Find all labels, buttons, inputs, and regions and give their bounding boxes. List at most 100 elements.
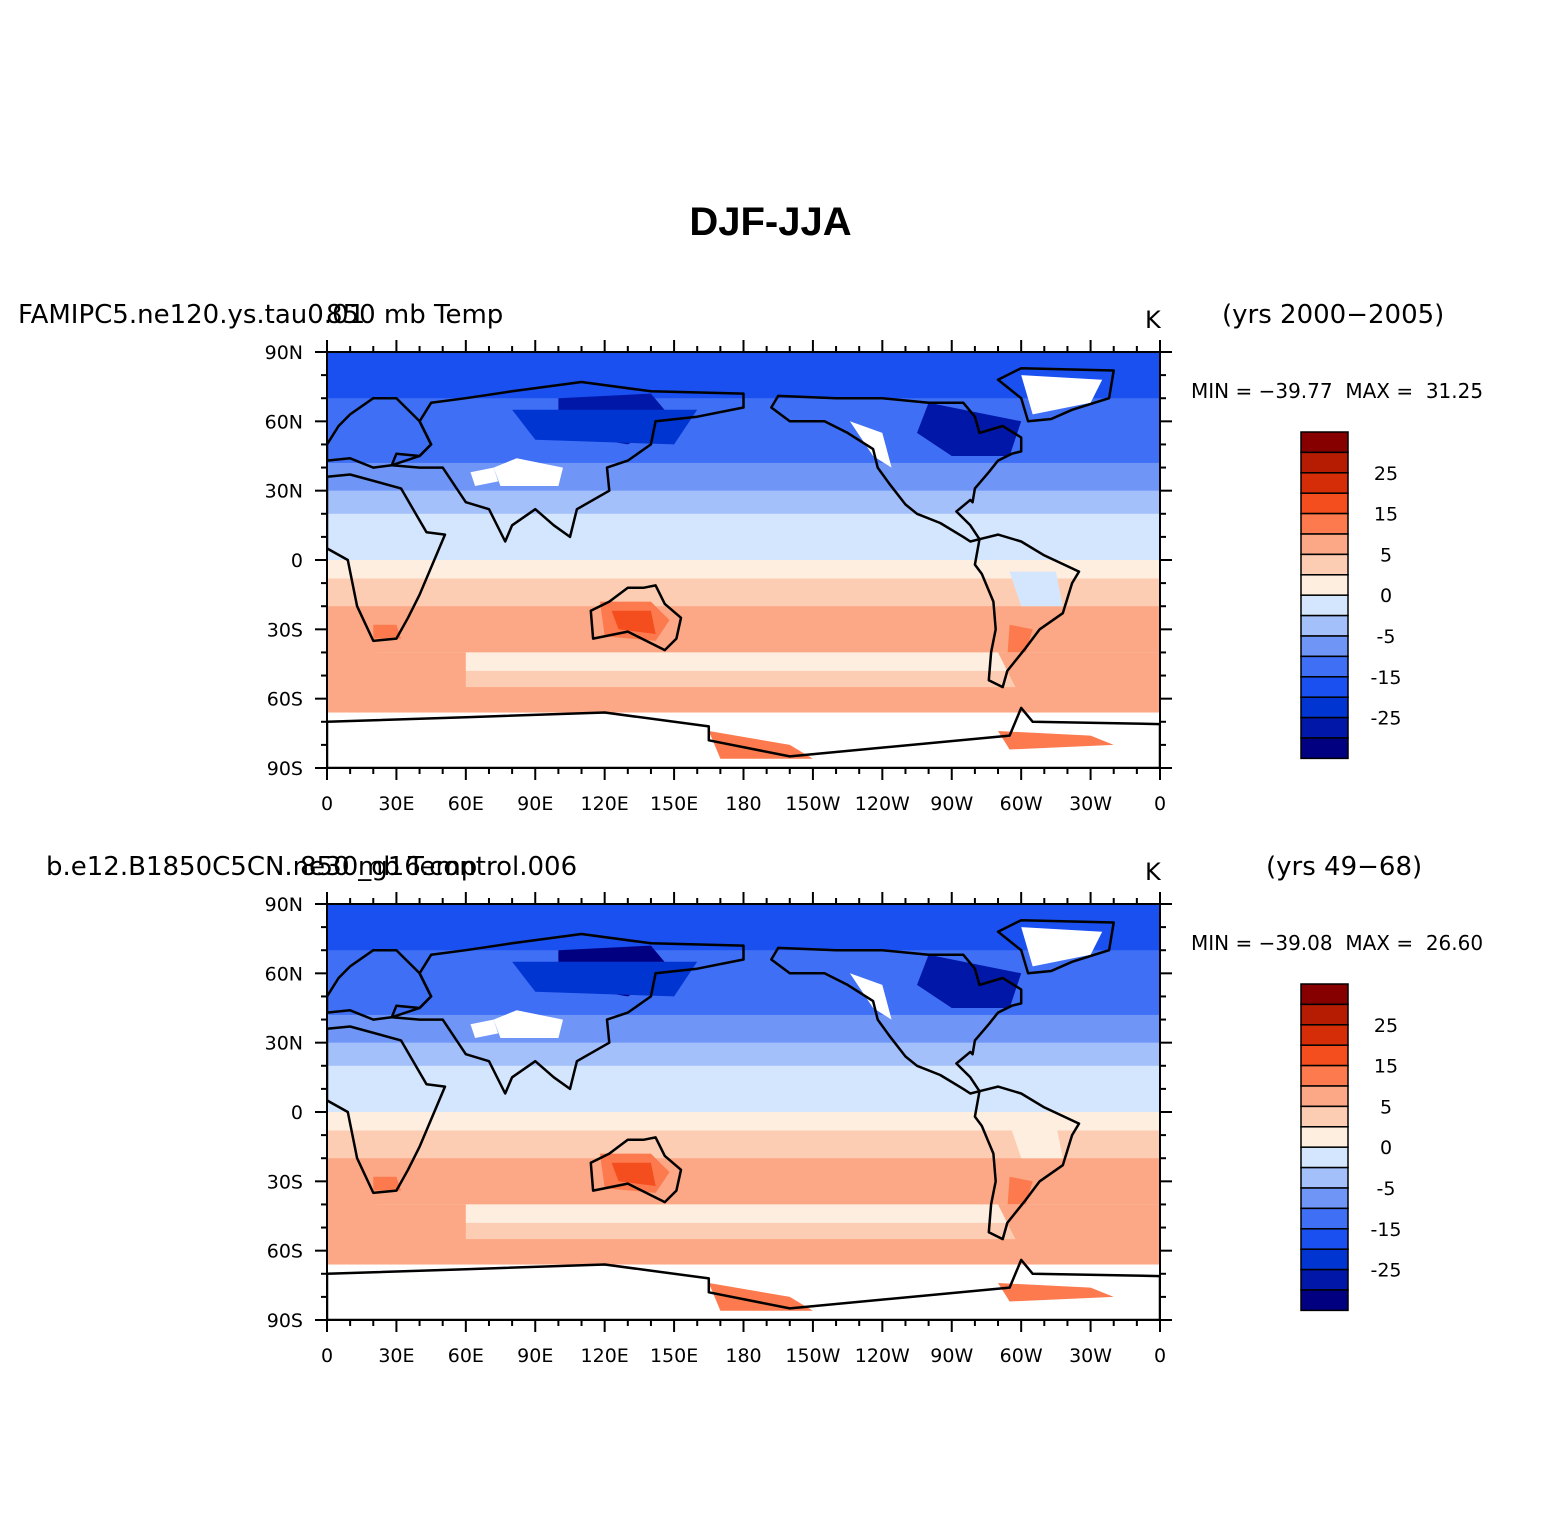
colorbar-box <box>1300 1024 1349 1046</box>
lon-tick-label: 60W <box>1000 793 1043 815</box>
temperature-patch <box>998 1204 1160 1251</box>
lat-tick-label: 0 <box>291 1102 303 1124</box>
colorbar-label: -25 <box>1370 708 1401 730</box>
colorbar-label: 0 <box>1380 1137 1392 1159</box>
lat-tick-label: 30S <box>267 619 303 641</box>
lon-tick-label: 150W <box>785 1345 840 1367</box>
colorbar-box <box>1300 533 1349 556</box>
min-label: MIN = <box>1191 931 1259 955</box>
coastline-namerica <box>770 946 1023 1095</box>
coastline-samerica <box>973 533 1081 689</box>
colorbar-label: -5 <box>1377 626 1396 648</box>
colorbar-box <box>1300 431 1349 454</box>
lon-tick-label: 60E <box>448 793 484 815</box>
max-label: MAX = <box>1345 931 1420 955</box>
temperature-band <box>327 1065 1160 1090</box>
temperature-patch <box>611 610 656 634</box>
coastline-africa <box>327 1025 447 1195</box>
colorbar-box <box>1300 1187 1349 1210</box>
temperature-band <box>327 984 1160 1016</box>
colorbar-label: 25 <box>1374 463 1398 485</box>
temperature-band <box>327 560 1160 579</box>
temperature-patch <box>998 652 1160 699</box>
colorbar-box <box>1300 594 1349 617</box>
figure-title: DJF-JJA <box>689 200 852 244</box>
colorbar-box <box>1300 983 1349 1006</box>
lon-tick-label: 0 <box>1154 793 1166 815</box>
colorbar-box <box>1300 1105 1349 1128</box>
min-label: MIN = <box>1191 379 1259 403</box>
colorbar-box <box>1300 1064 1349 1087</box>
temperature-patch <box>373 624 401 639</box>
colorbar-box <box>1300 1003 1349 1026</box>
temperature-patch <box>917 954 1022 1008</box>
temperature-band <box>327 904 1160 923</box>
lon-tick-label: 120W <box>855 1345 910 1367</box>
min-max-readout: MIN = −39.77 MAX = 31.25 <box>1191 379 1483 403</box>
lon-tick-label: 0 <box>321 793 333 815</box>
lon-tick-label: 90W <box>930 1345 973 1367</box>
lon-tick-label: 150E <box>650 1345 698 1367</box>
coastline-australia <box>589 584 683 652</box>
field-name: 850 mb Temp <box>300 852 478 882</box>
map-plot: 90N 60N 30N 0 30S 60S 90S 0 30E 60E 90E 120E 150E 180… <box>265 892 1172 1367</box>
lon-tick-label: 90E <box>517 793 553 815</box>
lon-tick-label: 180 <box>725 1345 761 1367</box>
colorbar-label: -15 <box>1370 667 1401 689</box>
lon-tick-label: 120E <box>581 1345 629 1367</box>
lat-tick-label: 90N <box>265 894 303 916</box>
colorbar-box <box>1300 1207 1349 1230</box>
ticks <box>315 892 1172 1332</box>
lon-tick-label: 60E <box>448 1345 484 1367</box>
colorbar-box <box>1300 716 1349 739</box>
colorbar: 25 15 5 0 -5 -15 -25 <box>1300 431 1402 760</box>
max-label: MAX = <box>1345 379 1420 403</box>
temperature-patch <box>512 409 698 445</box>
lon-tick-label: 30W <box>1069 793 1112 815</box>
colorbar-box <box>1300 512 1349 535</box>
temperature-band <box>327 1112 1160 1131</box>
temperature-patch <box>327 652 1160 671</box>
temperature-patch <box>708 1283 813 1311</box>
colorbar-box <box>1300 1268 1349 1291</box>
colorbar-box <box>1300 614 1349 637</box>
field-name: 850 mb Temp <box>326 300 504 330</box>
lon-tick-label: 90E <box>517 1345 553 1367</box>
lat-tick-label: 90N <box>265 342 303 364</box>
map-plot: 90N 60N 30N 0 30S 60S 90S 0 30E 60E 90E 120E 150E 180… <box>265 340 1172 815</box>
lat-tick-label: 60S <box>267 1241 303 1263</box>
colorbar-box <box>1300 635 1349 658</box>
colorbar-box <box>1300 492 1349 515</box>
colorbar-box <box>1300 676 1349 698</box>
lat-tick-label: 60S <box>267 689 303 711</box>
colorbar-label: -15 <box>1370 1219 1401 1241</box>
temperature-band <box>327 513 1160 538</box>
lat-tick-label: 90S <box>267 1310 303 1332</box>
coastline-greenland <box>996 918 1115 975</box>
temperature-patch <box>708 731 813 759</box>
max-value: 31.25 <box>1425 379 1484 403</box>
lon-tick-label: 0 <box>1154 1345 1166 1367</box>
lon-tick-label: 150W <box>785 793 840 815</box>
lat-tick-label: 0 <box>291 550 303 572</box>
temperature-patch <box>327 1204 1160 1223</box>
case-name: b.e12.B1850C5CN.ne30_g16.control.006 <box>46 852 578 882</box>
colorbar-label: 15 <box>1374 504 1398 526</box>
temperature-band <box>327 1042 1160 1067</box>
panel-bottom: b.e12.B1850C5CN.ne30_g16.control.006 850… <box>0 852 1541 1372</box>
map-field <box>327 352 1160 768</box>
colorbar-label: 5 <box>1380 544 1392 566</box>
temperature-patch <box>1021 927 1103 967</box>
coastline-namerica <box>770 394 1023 543</box>
lon-tick-label: 120E <box>581 793 629 815</box>
colorbar-box <box>1300 1085 1349 1108</box>
max-value: 26.60 <box>1425 931 1484 955</box>
lat-tick-label: 60N <box>265 411 303 433</box>
lon-tick-label: 30W <box>1069 1345 1112 1367</box>
lon-tick-label: 120W <box>855 793 910 815</box>
temperature-patch <box>849 421 892 468</box>
temperature-patch <box>327 1204 466 1251</box>
temperature-band <box>327 432 1160 464</box>
colorbar-label: 5 <box>1380 1096 1392 1118</box>
coastline-asia <box>390 380 745 543</box>
